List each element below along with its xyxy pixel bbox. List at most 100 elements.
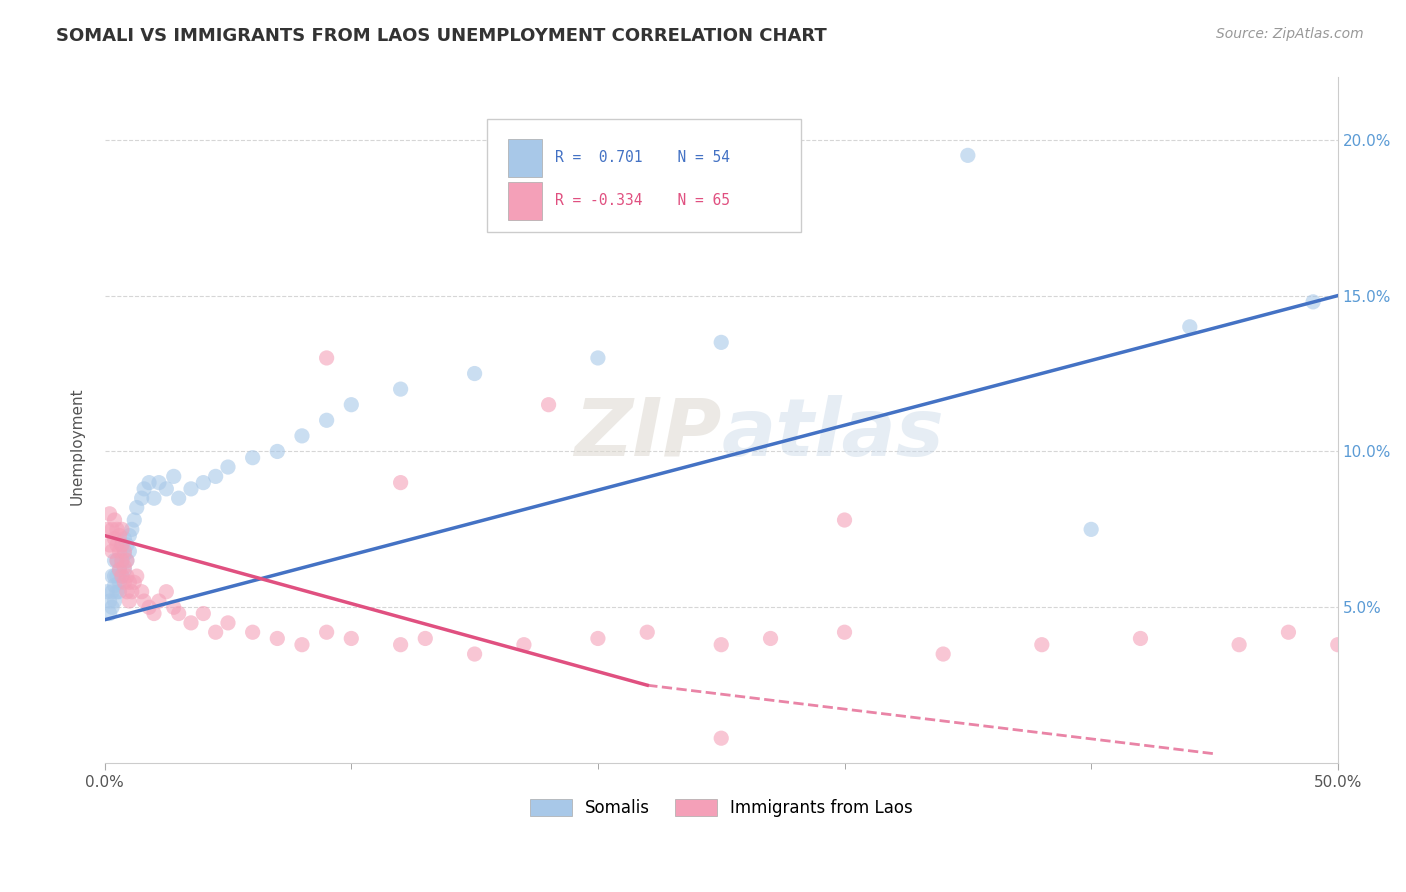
Point xyxy=(464,367,486,381)
Point xyxy=(103,553,125,567)
Point xyxy=(315,625,337,640)
Point xyxy=(340,398,363,412)
Point xyxy=(180,482,202,496)
Point xyxy=(1277,625,1299,640)
Point xyxy=(112,575,135,590)
Point xyxy=(121,522,143,536)
Point xyxy=(155,584,177,599)
Point xyxy=(834,513,856,527)
Point xyxy=(112,532,135,546)
Point xyxy=(167,491,190,506)
Point xyxy=(105,553,128,567)
Point xyxy=(340,632,363,646)
Point xyxy=(105,538,128,552)
Point xyxy=(131,491,153,506)
Point xyxy=(96,584,118,599)
Point xyxy=(115,584,138,599)
Point xyxy=(98,607,121,621)
Point xyxy=(112,544,135,558)
Point xyxy=(143,491,166,506)
Point xyxy=(163,600,186,615)
Point xyxy=(125,569,148,583)
Point xyxy=(193,475,215,490)
Point xyxy=(1080,522,1102,536)
Point xyxy=(138,600,160,615)
Point xyxy=(586,632,609,646)
Point xyxy=(134,482,156,496)
Legend: Somalis, Immigrants from Laos: Somalis, Immigrants from Laos xyxy=(523,792,920,823)
Point xyxy=(101,600,124,615)
Point xyxy=(111,553,134,567)
Point xyxy=(118,594,141,608)
Point xyxy=(217,615,239,630)
Point xyxy=(101,522,124,536)
Text: Unemployment: Unemployment xyxy=(70,387,84,505)
Text: atlas: atlas xyxy=(721,395,943,473)
Point xyxy=(1031,638,1053,652)
Point xyxy=(315,413,337,427)
Point xyxy=(759,632,782,646)
Text: Source: ZipAtlas.com: Source: ZipAtlas.com xyxy=(1216,27,1364,41)
Text: SOMALI VS IMMIGRANTS FROM LAOS UNEMPLOYMENT CORRELATION CHART: SOMALI VS IMMIGRANTS FROM LAOS UNEMPLOYM… xyxy=(56,27,827,45)
Point xyxy=(266,632,288,646)
Point xyxy=(96,522,118,536)
Point xyxy=(217,460,239,475)
Point xyxy=(134,594,156,608)
Point xyxy=(115,553,138,567)
Point xyxy=(131,584,153,599)
Point xyxy=(112,559,135,574)
Point xyxy=(118,544,141,558)
Point xyxy=(710,335,733,350)
Point xyxy=(103,532,125,546)
Point xyxy=(389,638,412,652)
Point xyxy=(103,513,125,527)
Point xyxy=(1326,638,1348,652)
Point xyxy=(932,647,955,661)
Point xyxy=(1129,632,1152,646)
Point xyxy=(118,528,141,542)
Point xyxy=(315,351,337,365)
Point xyxy=(98,538,121,552)
Point xyxy=(710,638,733,652)
Text: R =  0.701    N = 54: R = 0.701 N = 54 xyxy=(555,150,730,165)
Point xyxy=(108,575,131,590)
Point xyxy=(115,538,138,552)
Point xyxy=(266,444,288,458)
Point xyxy=(148,475,170,490)
FancyBboxPatch shape xyxy=(486,119,801,232)
Point xyxy=(101,544,124,558)
Point xyxy=(143,607,166,621)
Point xyxy=(105,569,128,583)
Point xyxy=(103,594,125,608)
Point xyxy=(112,547,135,561)
Point xyxy=(115,553,138,567)
FancyBboxPatch shape xyxy=(508,139,543,177)
Point xyxy=(101,569,124,583)
Point xyxy=(111,522,134,536)
Point xyxy=(242,625,264,640)
FancyBboxPatch shape xyxy=(508,182,543,220)
Point xyxy=(464,647,486,661)
Point xyxy=(105,522,128,536)
Point xyxy=(389,475,412,490)
Point xyxy=(108,544,131,558)
Point xyxy=(710,731,733,746)
Point xyxy=(118,575,141,590)
Point xyxy=(193,607,215,621)
Point xyxy=(125,500,148,515)
Point xyxy=(105,584,128,599)
Point xyxy=(1227,638,1250,652)
Point xyxy=(108,563,131,577)
Point xyxy=(242,450,264,465)
Text: ZIP: ZIP xyxy=(574,395,721,473)
Point xyxy=(180,615,202,630)
Point xyxy=(108,528,131,542)
Point xyxy=(105,553,128,567)
Point xyxy=(956,148,979,162)
Point xyxy=(138,475,160,490)
Point xyxy=(103,578,125,592)
Point xyxy=(1302,294,1324,309)
Point xyxy=(111,569,134,583)
Point xyxy=(121,584,143,599)
Point xyxy=(108,563,131,577)
